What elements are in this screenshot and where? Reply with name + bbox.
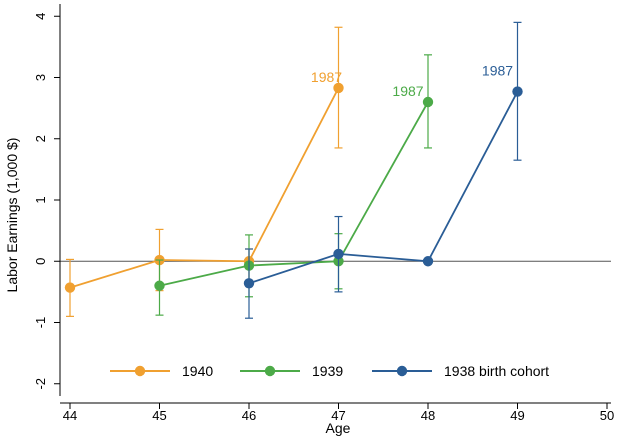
- y-tick-label: 4: [33, 13, 48, 20]
- legend-label: 1938 birth cohort: [444, 363, 549, 379]
- series-3: 1987: [243, 21, 523, 319]
- data-point: [243, 278, 255, 289]
- y-axis-label: Labor Earnings (1,000 $): [4, 138, 20, 293]
- data-point: [64, 282, 76, 293]
- x-axis-label: Age: [326, 420, 351, 436]
- series-line: [69, 87, 340, 289]
- legend-swatch-marker: [396, 365, 408, 377]
- y-tick-label: -2: [33, 378, 48, 390]
- y-tick-label: 0: [33, 258, 48, 265]
- y-tick-label: 3: [33, 74, 48, 81]
- y-tick-label: -1: [33, 317, 48, 329]
- y-tick-label: 2: [33, 135, 48, 142]
- x-tick-label: 46: [242, 408, 256, 423]
- x-tick-label: 49: [510, 408, 524, 423]
- x-tick-label: 48: [421, 408, 435, 423]
- x-tick-label: 50: [600, 408, 614, 423]
- legend-swatch-marker: [134, 365, 146, 377]
- data-point: [422, 256, 434, 267]
- legend-item: 1940: [110, 363, 213, 379]
- x-tick-label: 44: [63, 408, 77, 423]
- legend: 1940 1939 1938 birth cohort: [110, 363, 549, 379]
- y-tick-label: 1: [33, 196, 48, 203]
- series-line: [159, 101, 429, 287]
- x-tick-label: 45: [152, 408, 166, 423]
- series-line: [248, 91, 519, 285]
- point-annotation: 1987: [311, 69, 342, 85]
- point-annotation: 1987: [392, 83, 423, 99]
- legend-label: 1939: [312, 363, 343, 379]
- legend-item: 1939: [240, 363, 343, 379]
- x-tick-label: 47: [331, 408, 345, 423]
- data-point: [422, 96, 434, 108]
- legend-label: 1940: [182, 363, 213, 379]
- legend-swatch-marker: [264, 365, 276, 377]
- data-point: [512, 86, 523, 97]
- data-point: [333, 248, 344, 260]
- legend-item: 1938 birth cohort: [372, 363, 549, 379]
- point-annotation: 1987: [482, 63, 513, 79]
- data-point: [333, 82, 344, 94]
- data-point: [154, 280, 165, 291]
